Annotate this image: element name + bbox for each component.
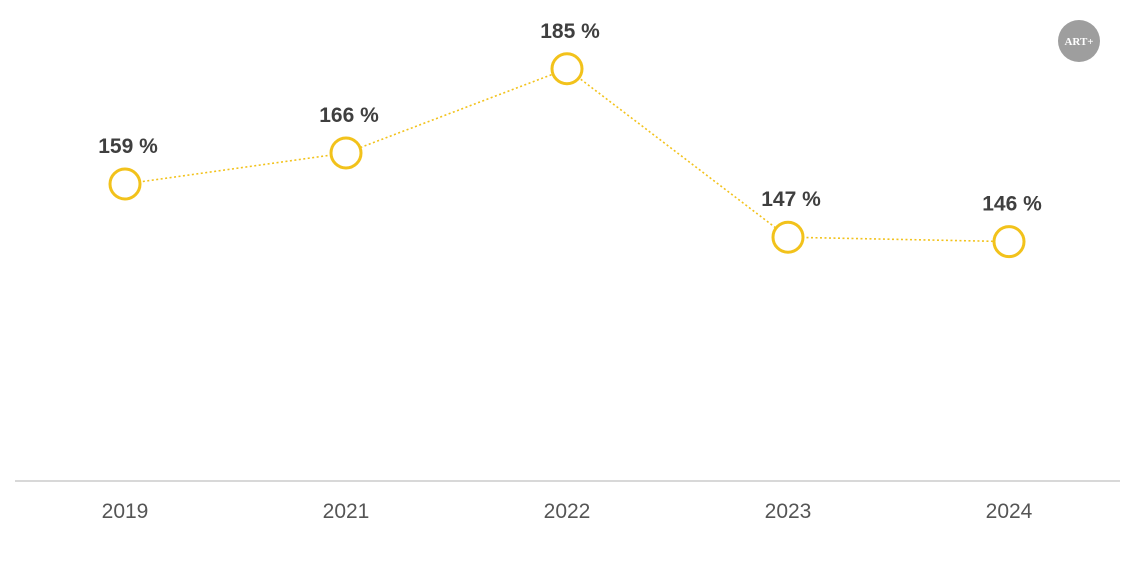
x-tick-2023: 2023 [765,500,812,523]
logo-badge: ART+ [1058,20,1100,62]
data-label-2022: 185 % [540,20,600,43]
x-tick-2019: 2019 [102,500,149,523]
data-label-2021: 166 % [319,104,379,127]
data-point-2022 [550,52,584,86]
x-axis-ticks: 2019 2021 2022 2023 2024 [102,500,1033,523]
x-tick-2022: 2022 [544,500,591,523]
x-tick-2021: 2021 [323,500,370,523]
data-label-2019: 159 % [98,135,158,158]
data-labels: 159 % 166 % 185 % 147 % 146 % [98,20,1042,216]
data-point-2021 [329,136,363,170]
data-point-2024 [992,225,1026,259]
x-tick-2024: 2024 [986,500,1033,523]
series-line [124,67,1010,243]
data-markers [108,52,1026,259]
logo-circle [1058,20,1100,62]
data-label-2024: 146 % [982,193,1042,216]
data-point-2023 [771,220,805,254]
data-point-2019 [108,167,142,201]
logo-text: ART+ [1064,36,1093,48]
data-label-2023: 147 % [761,188,821,211]
